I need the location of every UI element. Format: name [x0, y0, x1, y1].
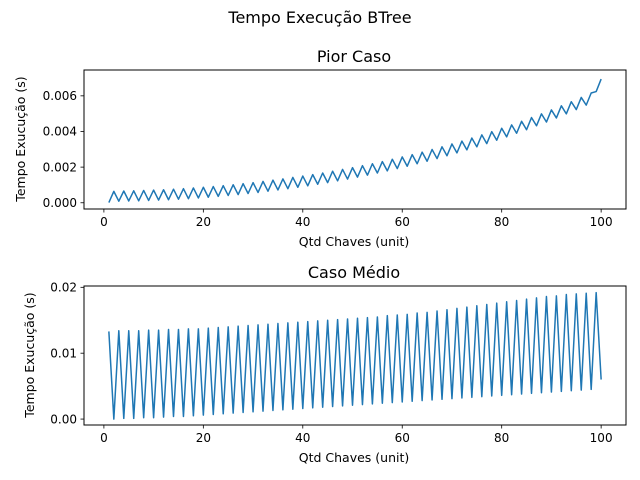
y-tick-label: 0.002	[43, 160, 77, 174]
y-tick-label: 0.01	[50, 346, 77, 360]
x-tick-label: 100	[590, 215, 613, 229]
x-axis-label: Qtd Chaves (unit)	[299, 450, 410, 465]
chart-title: Pior Caso	[317, 47, 391, 66]
plot-frame	[83, 285, 627, 426]
x-tick-label: 20	[196, 431, 211, 445]
figure-suptitle: Tempo Execução BTree	[227, 8, 411, 27]
x-tick-label: 40	[295, 215, 310, 229]
x-tick-label: 80	[494, 431, 509, 445]
x-tick-label: 40	[295, 431, 310, 445]
plot-marks: 0 20 40 60 80 100 0.000 0.002 0.004 0.006	[43, 78, 613, 229]
series-line	[108, 78, 602, 203]
x-tick-label: 80	[494, 215, 509, 229]
x-axis-label: Qtd Chaves (unit)	[299, 234, 410, 249]
chart-title: Caso Médio	[308, 263, 400, 282]
y-tick-label: 0.004	[43, 125, 77, 139]
y-tick-label: 0.02	[50, 281, 77, 295]
series-line	[108, 291, 602, 420]
chart-pior-caso: Pior Caso Qtd Chaves (unit) Tempo Exucuç…	[13, 47, 627, 249]
y-tick-label: 0.00	[50, 412, 77, 426]
y-tick-label: 0.006	[43, 89, 77, 103]
y-tick-label: 0.000	[43, 196, 77, 210]
y-axis-label: Tempo Exucução (s)	[22, 292, 37, 418]
y-axis-label: Tempo Exucução (s)	[13, 76, 28, 202]
x-tick-label: 60	[395, 431, 410, 445]
plot-marks: 0 20 40 60 80 100 0.00 0.01 0.02	[50, 281, 612, 445]
x-tick-label: 20	[196, 215, 211, 229]
x-tick-label: 0	[100, 431, 108, 445]
x-tick-label: 100	[590, 431, 613, 445]
x-tick-label: 0	[100, 215, 108, 229]
chart-caso-medio: Caso Médio Qtd Chaves (unit) Tempo Exucu…	[22, 263, 627, 465]
plot-frame	[83, 69, 627, 210]
x-tick-label: 60	[395, 215, 410, 229]
